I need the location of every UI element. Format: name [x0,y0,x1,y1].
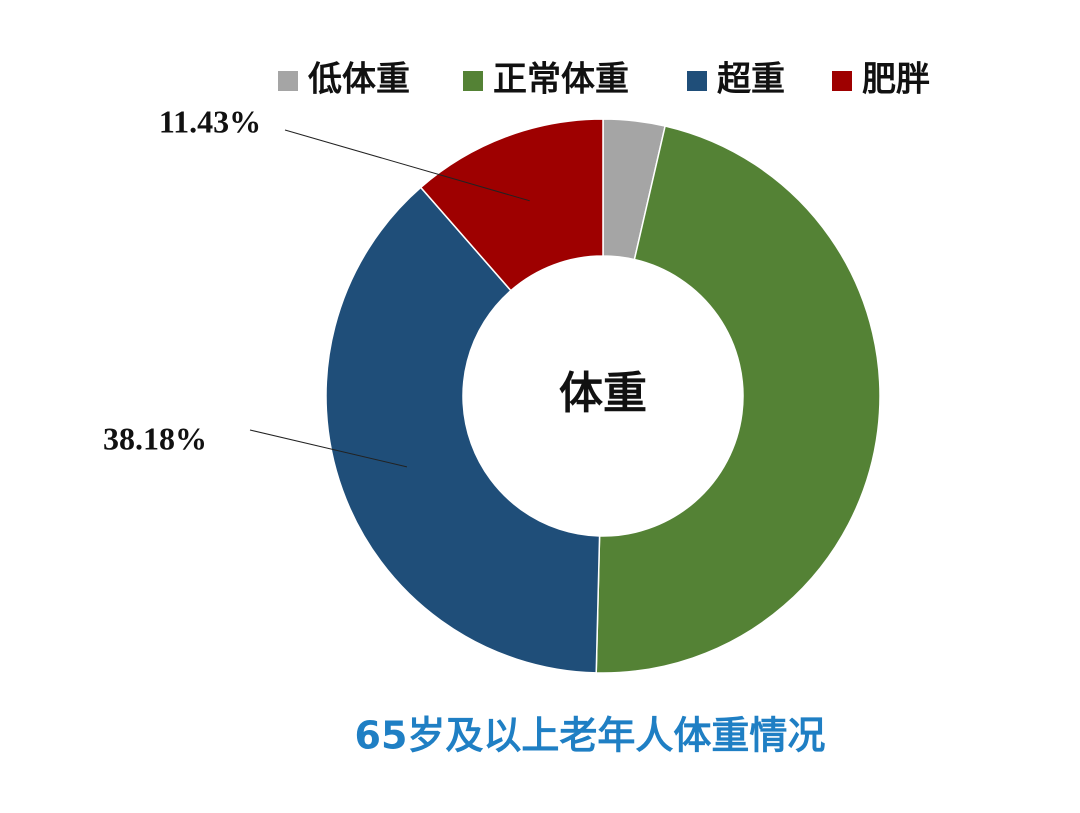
legend-swatch [687,71,707,91]
legend-swatch [832,71,852,91]
donut-slice [419,118,604,292]
donut [325,118,881,674]
legend-label: 低体重 [308,60,410,100]
value-label: 38.18% [103,420,207,456]
chart-title: 65岁及以上老年人体重情况 [355,714,826,758]
legend-label: 肥胖 [862,60,930,100]
donut-slice [595,125,881,674]
legend-label: 正常体重 [493,60,629,100]
leader-line [284,129,530,202]
leader-line [249,429,408,468]
legend-swatch [463,71,483,91]
legend-swatch [278,71,298,91]
value-label: 11.43% [159,103,261,139]
center-label: 体重 [559,368,647,419]
donut-slice [325,186,601,674]
legend-label: 超重 [717,60,785,100]
